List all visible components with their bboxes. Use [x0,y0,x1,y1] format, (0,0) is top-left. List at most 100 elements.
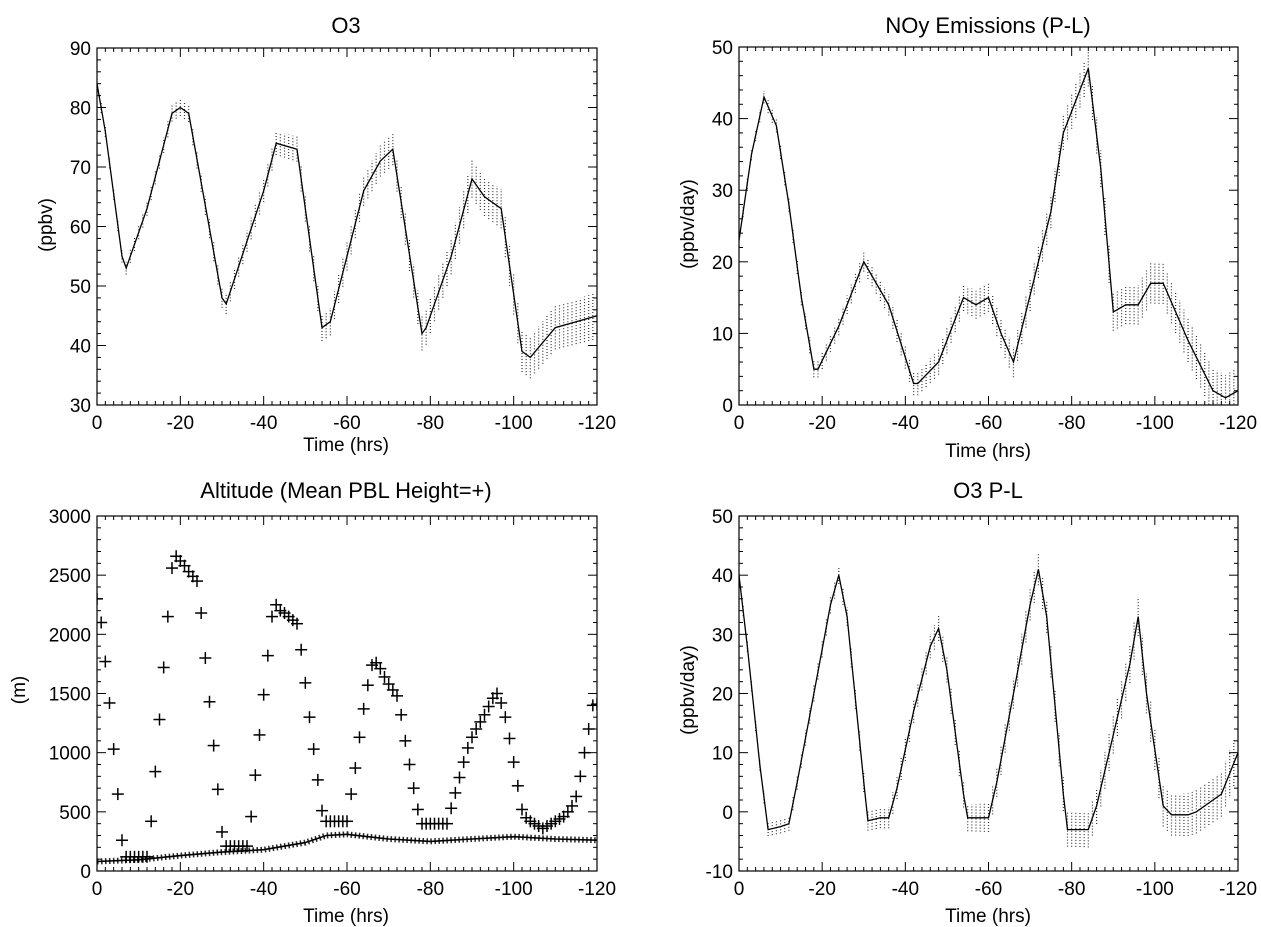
panel-o3: O3 Time (hrs) (ppbv) 0 -20 -40 -60 -80 -100 -1… [36,13,616,456]
altitude-pbl-marker [395,708,408,721]
altitude-xlabel: Time (hrs) [303,906,389,927]
altitude-pbl-marker [295,643,308,656]
altitude-pbl-marker [391,689,403,702]
o3pl-x-tick-label: -100 [1136,879,1174,900]
o3-x-tick-label: -40 [250,413,277,434]
o3pl-y-tick-label: 30 [712,625,733,646]
noy-title: NOy Emissions (P-L) [885,13,1090,38]
o3pl-x-tick-label: -80 [1058,879,1085,900]
altitude-y-tick-label: 2000 [49,625,91,646]
noy-x-tick-label: -120 [1219,413,1257,434]
altitude-pbl-marker [478,708,491,721]
altitude-pbl-marker [261,649,274,662]
o3-y-tick-label: 80 [70,99,91,120]
o3-y-tick-label: 70 [70,158,91,179]
o3pl-y-tick-label: 20 [712,685,733,706]
altitude-pbl-marker [207,739,220,752]
o3-x-tick-label: -80 [417,413,444,434]
o3-y-tick-label: 60 [70,218,91,239]
altitude-x-tick-label: -120 [578,879,616,900]
altitude-pbl-marker [570,790,583,803]
altitude-pbl-marker [582,723,595,735]
altitude-pbl-marker [245,810,258,823]
altitude-pbl-marker [457,756,470,769]
altitude-pbl-marker [499,711,512,724]
altitude-pbl-marker [507,756,520,769]
altitude-pbl-marker [111,788,124,801]
altitude-pbl-marker [166,562,178,575]
altitude-pbl-marker [303,711,316,724]
altitude-pbl-marker [470,723,483,735]
altitude-pbl-marker [407,782,420,795]
altitude-pbl-marker [453,771,466,784]
altitude-pbl-marker [299,676,312,689]
altitude-pbl-marker [211,783,224,796]
altitude-y-tick-label: 1000 [49,744,91,765]
altitude-pbl-marker [249,769,262,782]
o3pl-marks [739,553,1238,848]
altitude-y-tick-label: 2500 [49,566,91,587]
altitude-pbl-marker [399,734,412,747]
altitude-x-tick-label: -100 [495,879,533,900]
altitude-pbl-marker [161,610,174,623]
altitude-pbl-marker [491,687,503,700]
noy-y-tick-label: 40 [712,110,733,131]
o3-xlabel: Time (hrs) [303,435,389,456]
o3pl-title: O3 P-L [953,478,1023,503]
noy-x-tick-label: -60 [975,413,1002,434]
noy-y-tick-label: 0 [722,396,733,417]
o3pl-y-tick-label: 10 [712,744,733,765]
altitude-pbl-marker [316,804,328,817]
altitude-pbl-marker [195,607,208,620]
altitude-pbl-marker [103,696,116,709]
altitude-marks [97,550,597,865]
o3pl-x-tick-label: -120 [1219,879,1257,900]
altitude-pbl-marker [191,575,203,588]
altitude-pbl-marker [445,802,458,815]
altitude-pbl-marker [466,731,478,744]
altitude-pbl-marker [511,779,524,792]
o3-series-line [97,83,597,359]
noy-ylabel: (ppbv/day) [678,179,699,269]
altitude-pbl-marker [199,652,212,664]
o3-y-tick-label: 30 [70,396,91,417]
altitude-pbl-marker [203,695,216,708]
altitude-pbl-marker [574,770,587,783]
altitude-pbl-marker [357,702,370,715]
altitude-pbl-marker [97,616,108,629]
altitude-pbl-marker [307,743,320,756]
altitude-altitude-line [97,833,597,863]
o3-x-tick-label: -60 [333,413,360,434]
o3-y-tick-label: 90 [70,39,91,60]
altitude-pbl-marker [99,655,112,668]
o3pl-y-tick-label: 40 [712,566,733,587]
o3-x-tick-label: -20 [167,413,194,434]
altitude-pbl-marker [353,731,366,744]
altitude-pbl-marker [341,815,353,828]
noy-xlabel: Time (hrs) [945,441,1031,462]
o3-x-tick-label: -120 [578,413,616,434]
o3-marks [97,78,597,379]
altitude-pbl-marker [311,773,324,786]
altitude-pbl-marker [441,817,453,830]
altitude-pbl-marker [253,728,266,741]
altitude-pbl-marker [378,670,391,683]
o3pl-x-tick-label: -60 [975,879,1002,900]
noy-x-tick-label: -100 [1136,413,1174,434]
noy-plot-area: 0 -20 -40 -60 -80 -100 -120 0 10 20 30 40 50 [712,38,1257,434]
o3-plot-area: 0 -20 -40 -60 -80 -100 -120 30 40 50 60 70 80 90 [70,39,616,434]
altitude-ylabel: (m) [9,676,30,704]
altitude-pbl-marker [361,679,374,692]
altitude-y-tick-label: 0 [80,862,91,883]
o3pl-ylabel: (ppbv/day) [678,645,699,735]
noy-y-tick-label: 10 [712,324,733,345]
o3pl-y-tick-label: 0 [722,803,733,824]
altitude-pbl-marker [461,741,474,754]
o3-y-tick-label: 40 [70,337,91,358]
altitude-pbl-marker [345,788,358,801]
o3-ylabel: (ppbv) [36,198,57,252]
o3pl-x-tick-label: -20 [808,879,835,900]
altitude-pbl-marker [145,815,158,828]
